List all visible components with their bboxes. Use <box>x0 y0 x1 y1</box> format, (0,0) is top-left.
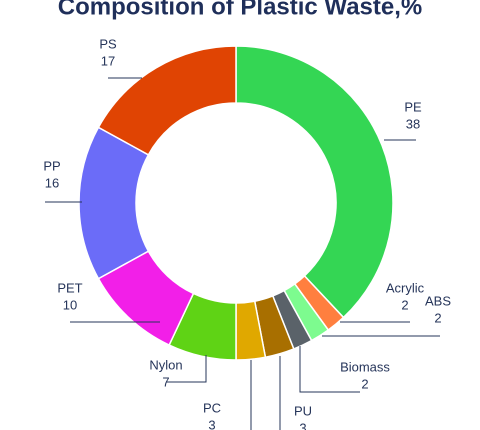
value-label: 3 <box>208 417 215 430</box>
slice-label: PP <box>43 158 60 173</box>
slice-label: PC <box>203 400 221 415</box>
value-label: 3 <box>299 420 306 430</box>
chart-title: Composition of Plastic Waste,% <box>58 0 423 20</box>
value-label: 10 <box>63 297 77 312</box>
slice-label: Acrylic <box>386 280 425 295</box>
slice-label: Biomass <box>340 359 390 374</box>
slice-label: PE <box>404 99 422 114</box>
slice-label: Nylon <box>149 357 182 372</box>
value-label: 2 <box>361 376 368 391</box>
slice-label: PU <box>294 403 312 418</box>
donut-slice <box>97 45 237 156</box>
donut-slice <box>78 126 150 280</box>
value-label: 2 <box>434 310 441 325</box>
value-label: 17 <box>101 53 115 68</box>
slice-label: PS <box>99 36 117 51</box>
value-label: 2 <box>401 297 408 312</box>
slice-label: ABS <box>425 293 451 308</box>
donut-slice <box>235 45 394 319</box>
value-label: 38 <box>406 116 420 131</box>
leader-line <box>299 346 360 393</box>
value-label: 16 <box>45 175 59 190</box>
leader-line <box>166 355 207 383</box>
value-label: 7 <box>162 374 169 389</box>
slice-label: PET <box>57 280 82 295</box>
